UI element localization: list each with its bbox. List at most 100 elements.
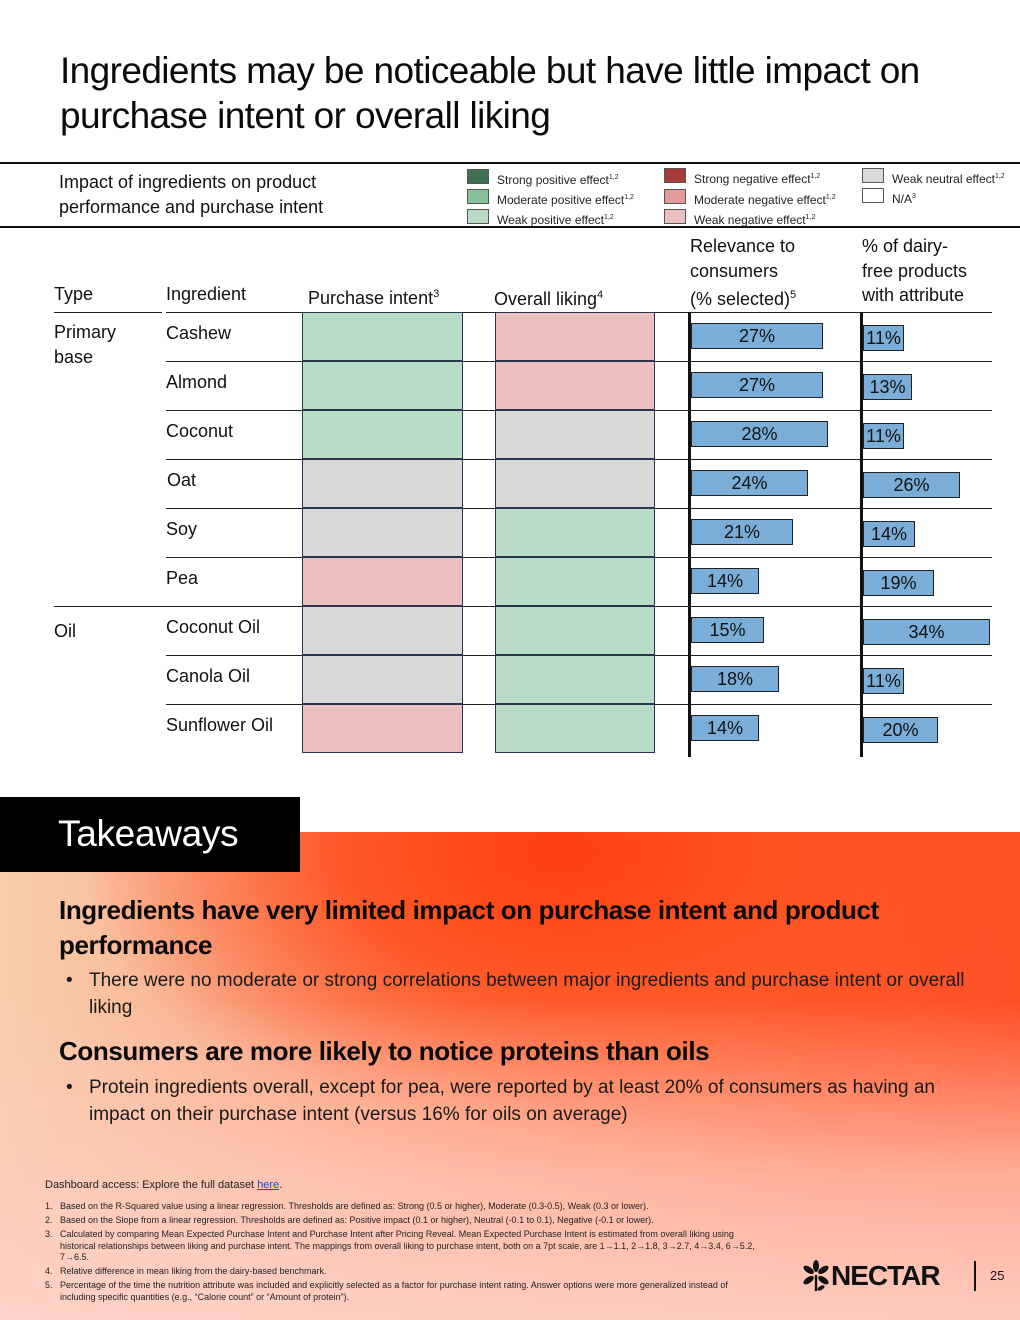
footnote: 1. Based on the R-Squared value using a l…	[45, 1201, 765, 1213]
legend-swatch	[467, 209, 489, 224]
legend-label-text: Weak neutral effect	[892, 172, 995, 186]
dashboard-access-end: .	[279, 1179, 283, 1191]
header-dairy-free-line2: free products	[862, 260, 968, 281]
ingredient-label: Cashew	[166, 323, 232, 343]
legend-label-text: Strong negative effect	[694, 172, 811, 186]
dashboard-link[interactable]: here	[257, 1179, 280, 1191]
table-row-divider	[166, 312, 302, 313]
legend-label-sup: 1,2	[603, 214, 614, 221]
legend-swatch	[664, 168, 686, 183]
legend-label: N/A3	[892, 189, 916, 207]
legend-bottom-rule	[0, 226, 1020, 228]
type-oil: Oil	[54, 621, 76, 641]
takeaway-bullet-1: There were no moderate or strong correla…	[89, 970, 965, 1018]
header-relevance-line3: (% selected)5	[690, 283, 796, 312]
header-type: Type	[54, 284, 94, 304]
dairy-free-bar: 20%	[863, 717, 938, 743]
overall-liking-cell	[495, 508, 655, 557]
relevance-bar: 21%	[691, 519, 793, 545]
ingredient-label: Coconut Oil	[166, 617, 261, 637]
purchase-intent-cell	[302, 704, 463, 753]
relevance-bar: 27%	[691, 323, 823, 349]
relevance-bar: 14%	[691, 568, 759, 594]
footnote-text: Calculated by comparing Mean Expected Pu…	[60, 1229, 755, 1262]
legend-label-sup: 1,2	[810, 173, 821, 180]
header-dairy-free: % of dairy- free products with attribute	[862, 234, 967, 308]
footnote-text: Based on the Slope from a linear regress…	[60, 1215, 654, 1225]
overall-liking-cell	[495, 655, 655, 704]
legend-label-sup: 1,2	[994, 173, 1005, 180]
type-primary-base-line2: base	[54, 347, 94, 367]
overall-liking-cell	[495, 704, 655, 753]
legend-label-text: Weak negative effect	[694, 213, 806, 227]
legend-label-sup: 1,2	[608, 174, 619, 181]
relevance-bar: 24%	[691, 470, 808, 496]
legend-label-sup: 1,2	[624, 194, 634, 201]
bullet-dot: •	[66, 1077, 73, 1098]
ingredient-label: Sunflower Oil	[166, 715, 274, 735]
footnote-number: 2.	[45, 1215, 53, 1225]
legend-swatch	[664, 209, 686, 224]
footnote-number: 3.	[45, 1229, 53, 1239]
takeaway-heading-1: Ingredients have very limited impact on …	[59, 895, 879, 960]
legend-label: Weak neutral effect1,2	[892, 169, 1005, 187]
dairy-free-bar: 11%	[863, 423, 904, 449]
header-purchase-intent-sup: 3	[433, 288, 440, 300]
purchase-intent-cell	[302, 410, 463, 459]
header-overall-liking-sup: 4	[597, 289, 604, 301]
overall-liking-cell	[495, 410, 655, 459]
relevance-bar: 14%	[691, 715, 759, 741]
legend-swatch	[467, 169, 489, 184]
overall-liking-cell	[495, 361, 655, 410]
header-overall-liking: Overall liking4	[494, 283, 603, 311]
header-relevance-line2: consumers	[690, 260, 779, 281]
footnote-number: 1.	[45, 1201, 53, 1211]
legend-label: Weak positive effect1,2	[497, 210, 614, 228]
purchase-intent-cell	[302, 312, 463, 361]
takeaways-title: Takeaways	[58, 813, 239, 854]
nectar-flower-logo-icon	[803, 1260, 829, 1291]
header-dairy-free-line1: % of dairy-	[862, 236, 949, 256]
header-relevance-line3-text: (% selected)	[690, 289, 791, 309]
dairy-free-bar: 11%	[863, 668, 904, 694]
relevance-axis	[688, 312, 691, 757]
legend-label-sup: 1,2	[825, 194, 836, 201]
legend-swatch	[664, 189, 686, 204]
header-relevance-sup: 5	[790, 289, 797, 301]
footnote-text: Percentage of the time the nutrition att…	[60, 1280, 728, 1302]
ingredient-label: Canola Oil	[166, 666, 251, 686]
ingredient-label: Almond	[166, 372, 228, 392]
legend-label-sup: 1,2	[805, 214, 816, 221]
footnote: 2. Based on the Slope from a linear regre…	[45, 1215, 765, 1227]
takeaway-heading-2: Consumers are more likely to notice prot…	[59, 1036, 710, 1066]
brand-divider	[974, 1261, 976, 1291]
overall-liking-cell	[495, 606, 655, 655]
footnote-text: Relative difference in mean liking from …	[60, 1266, 327, 1276]
dairy-free-bar: 14%	[863, 521, 915, 547]
dairy-free-axis	[860, 312, 863, 757]
legend-title: Impact of ingredients on product perform…	[59, 172, 324, 217]
overall-liking-cell	[495, 312, 655, 361]
bullet-dot: •	[66, 970, 73, 991]
legend-label-text: Moderate positive effect	[497, 193, 625, 207]
relevance-bar: 27%	[691, 372, 823, 398]
legend-label-text: Strong positive effect	[497, 173, 609, 187]
ingredient-label: Oat	[167, 470, 197, 490]
dashboard-access-text: Dashboard access: Explore the full datas…	[45, 1179, 258, 1191]
footnote-number: 5.	[45, 1280, 53, 1290]
legend-swatch	[862, 188, 884, 203]
legend-swatch	[862, 168, 884, 183]
dashboard-access: Dashboard access: Explore the full datas…	[45, 1179, 282, 1191]
overall-liking-cell	[495, 459, 655, 508]
footnote: 5. Percentage of the time the nutrition a…	[45, 1280, 765, 1303]
relevance-bar: 18%	[691, 666, 779, 692]
legend-label: Weak negative effect1,2	[694, 210, 815, 228]
legend-label: Strong negative effect1,2	[694, 169, 820, 187]
footnotes: 1. Based on the R-Squared value using a l…	[45, 1201, 765, 1306]
legend-label-text: N/A	[892, 192, 913, 206]
dairy-free-bar: 34%	[863, 619, 990, 645]
header-relevance: Relevance to consumers (% selected)5	[690, 234, 796, 312]
overall-liking-cell	[495, 557, 655, 606]
header-ingredient: Ingredient	[166, 284, 247, 304]
takeaways-background-fade	[0, 1000, 1020, 1320]
